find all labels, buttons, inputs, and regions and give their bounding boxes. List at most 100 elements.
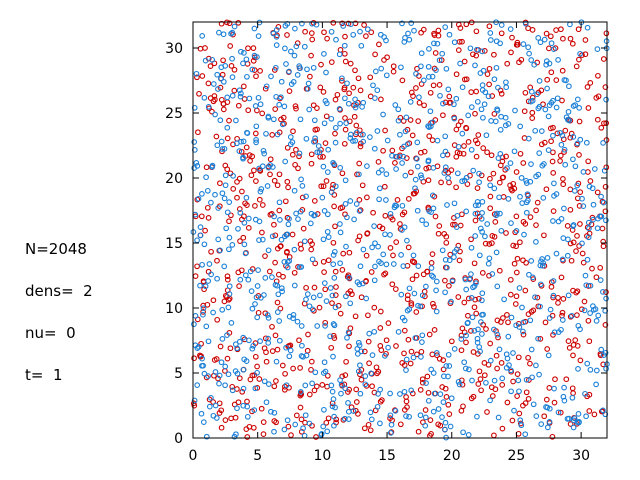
red-particle-point (378, 96, 384, 103)
red-particle-point (455, 47, 462, 53)
blue-particle-point (534, 91, 540, 98)
blue-particle-point (318, 432, 325, 438)
red-particle-point (339, 170, 346, 177)
blue-particle-point (197, 224, 204, 230)
red-particle-point (379, 397, 385, 403)
blue-particle-point (286, 215, 292, 222)
blue-particle-point (587, 310, 593, 316)
red-particle-point (422, 407, 429, 413)
blue-particle-point (602, 411, 609, 418)
red-particle-point (313, 434, 319, 440)
blue-particle-point (418, 354, 424, 360)
red-particle-point (470, 51, 476, 58)
red-particle-point (513, 293, 520, 300)
blue-particle-point (317, 292, 323, 299)
blue-particle-point (584, 256, 591, 263)
blue-particle-point (600, 352, 607, 358)
red-particle-point (330, 19, 337, 26)
blue-particle-point (489, 271, 496, 277)
red-particle-point (194, 263, 200, 270)
blue-particle-point (212, 369, 219, 375)
red-particle-point (513, 169, 520, 175)
red-particle-point (271, 418, 278, 424)
red-particle-point (570, 239, 577, 246)
x-tick-label: 15 (378, 448, 396, 464)
blue-particle-point (491, 326, 497, 333)
blue-particle-point (406, 285, 413, 292)
red-particle-point (210, 297, 217, 304)
blue-particle-point (193, 70, 200, 77)
blue-particle-point (287, 347, 294, 354)
red-particle-point (278, 116, 284, 123)
blue-particle-point (535, 335, 541, 342)
blue-particle-point (487, 30, 494, 36)
blue-particle-point (276, 101, 283, 108)
red-particle-point (298, 428, 305, 435)
red-particle-point (282, 198, 289, 205)
blue-particle-point (566, 83, 572, 90)
blue-particle-point (321, 51, 327, 57)
blue-particle-point (544, 85, 550, 92)
blue-particle-point (279, 288, 285, 295)
blue-particle-point (526, 50, 532, 57)
blue-particle-point (212, 402, 219, 409)
blue-particle-point (287, 134, 294, 140)
red-particle-point (567, 421, 574, 427)
red-particle-point (486, 81, 492, 88)
blue-particle-point (546, 315, 553, 321)
red-particle-point (602, 322, 609, 328)
blue-particle-point (390, 261, 397, 267)
blue-particle-point (523, 376, 530, 383)
blue-particle-point (430, 273, 436, 280)
blue-particle-point (252, 103, 259, 109)
blue-particle-point (249, 305, 256, 312)
blue-particle-point (451, 254, 457, 260)
blue-particle-point (303, 135, 310, 142)
blue-particle-point (496, 194, 502, 201)
blue-particle-point (218, 359, 225, 366)
blue-particle-point (470, 167, 477, 174)
red-particle-point (367, 427, 374, 434)
blue-particle-point (593, 367, 600, 374)
blue-particle-point (418, 172, 424, 179)
blue-particle-point (330, 353, 336, 360)
red-particle-point (272, 259, 278, 266)
blue-particle-point (376, 196, 382, 203)
red-particle-point (401, 327, 408, 334)
red-particle-point (207, 63, 214, 69)
red-particle-point (286, 88, 293, 94)
blue-particle-point (478, 215, 485, 222)
blue-particle-point (320, 370, 327, 376)
blue-particle-point (565, 236, 571, 243)
blue-particle-point (561, 146, 568, 153)
red-particle-point (222, 417, 229, 423)
blue-particle-point (241, 219, 248, 226)
red-particle-point (468, 236, 474, 243)
blue-particle-point (329, 292, 336, 299)
red-particle-point (321, 269, 327, 275)
blue-particle-point (246, 337, 252, 344)
blue-particle-point (437, 391, 444, 397)
red-particle-point (340, 417, 347, 423)
red-particle-point (602, 84, 609, 90)
red-particle-point (427, 417, 434, 423)
red-particle-point (269, 323, 275, 330)
red-particle-point (320, 258, 327, 265)
red-particle-point (435, 230, 442, 237)
blue-particle-point (298, 176, 304, 183)
blue-particle-point (222, 363, 229, 370)
blue-particle-point (423, 221, 430, 228)
blue-particle-point (553, 250, 560, 257)
red-particle-point (429, 137, 436, 143)
blue-particle-point (308, 210, 315, 217)
blue-particle-point (232, 341, 239, 348)
red-particle-point (499, 382, 506, 388)
blue-particle-point (285, 221, 292, 228)
red-particle-point (569, 40, 576, 47)
blue-particle-point (474, 413, 480, 420)
blue-particle-point (538, 421, 545, 427)
blue-particle-point (216, 29, 222, 36)
blue-particle-point (247, 268, 254, 275)
red-particle-point (272, 232, 279, 239)
red-particle-point (496, 179, 503, 186)
